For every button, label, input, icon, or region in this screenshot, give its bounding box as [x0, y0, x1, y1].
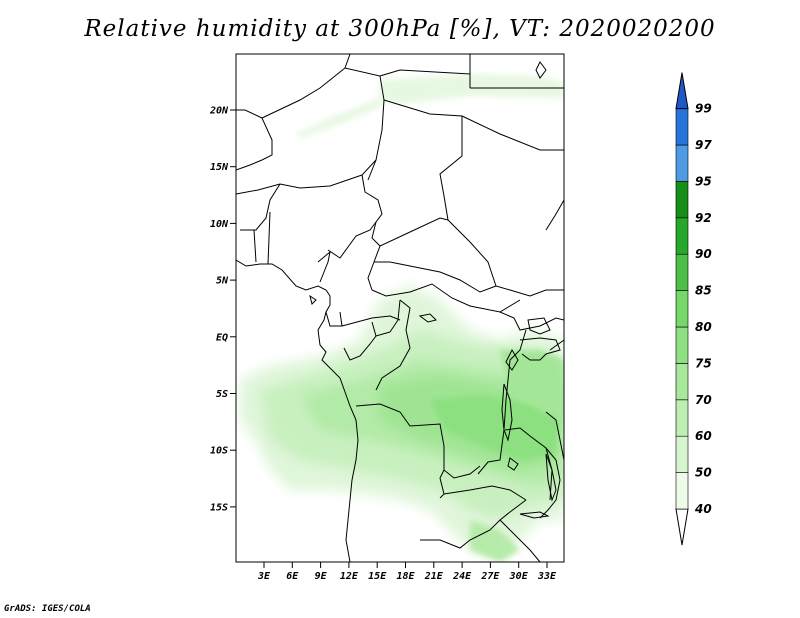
lon-tick-label: 6E — [286, 571, 299, 582]
colorbar-segment — [675, 435, 689, 473]
colorbar-label: 99 — [695, 102, 712, 116]
colorbar-segment — [675, 217, 689, 255]
colorbar-label: 50 — [695, 466, 712, 480]
colorbar-segment — [675, 253, 689, 291]
lat-tick-label: 5N — [216, 276, 229, 287]
lon-tick-label: 9E — [315, 571, 328, 582]
lon-tick-label: 30E — [509, 571, 529, 582]
map-title: Relative humidity at 300hPa [%], VT: 202… — [84, 16, 716, 42]
colorbar-segment — [675, 108, 689, 146]
lon-tick-label: 15E — [368, 571, 387, 582]
lon-tick-label: 3E — [257, 571, 271, 582]
colorbar-label: 70 — [695, 393, 712, 407]
colorbar-segment — [675, 472, 689, 510]
lon-tick-label: 18E — [396, 571, 415, 582]
lat-tick-label: 10N — [210, 219, 229, 230]
colorbar-label: 75 — [695, 356, 712, 370]
grads-credit: GrADS: IGES/COLA — [4, 604, 91, 614]
colorbar-label: 97 — [695, 138, 712, 152]
colorbar-max-arrow — [675, 72, 689, 110]
colorbar: 40 50 60 70 75 80 85 90 92 95 97 99 — [675, 72, 712, 546]
lat-tick-label: 15S — [210, 502, 228, 513]
colorbar-segment — [675, 181, 689, 219]
colorbar-segment — [675, 363, 689, 401]
colorbar-label: 40 — [694, 502, 712, 516]
colorbar-label: 90 — [695, 247, 712, 261]
colorbar-segment — [675, 326, 689, 364]
colorbar-label: 80 — [695, 320, 712, 334]
lat-tick-label: 10S — [210, 446, 228, 457]
lat-tick-label: 15N — [210, 162, 229, 173]
longitude-axis: 3E 6E 9E 12E 15E 18E 21E 24E 27E 30E 33E — [257, 562, 557, 582]
lat-tick-label: 20N — [209, 106, 229, 117]
colorbar-segment — [675, 399, 689, 437]
humidity-shading — [240, 74, 564, 562]
colorbar-label: 60 — [695, 429, 712, 443]
lon-tick-label: 27E — [480, 571, 500, 582]
colorbar-segment — [675, 144, 689, 182]
colorbar-label: 85 — [695, 284, 712, 298]
colorbar-min-arrow — [675, 508, 689, 546]
lat-tick-label: 5S — [216, 389, 228, 400]
lon-tick-label: 21E — [424, 571, 444, 582]
map-frame — [235, 53, 565, 563]
colorbar-segment — [675, 290, 689, 328]
colorbar-label: 95 — [695, 174, 712, 188]
lon-tick-label: 33E — [537, 571, 557, 582]
country-borders — [236, 54, 564, 562]
colorbar-label: 92 — [695, 211, 712, 225]
lon-tick-label: 24E — [452, 571, 472, 582]
lon-tick-label: 12E — [340, 571, 359, 582]
latitude-axis: 20N 15N 10N 5N EQ 5S 10S 15S — [209, 106, 236, 513]
lat-tick-label: EQ — [216, 332, 228, 343]
